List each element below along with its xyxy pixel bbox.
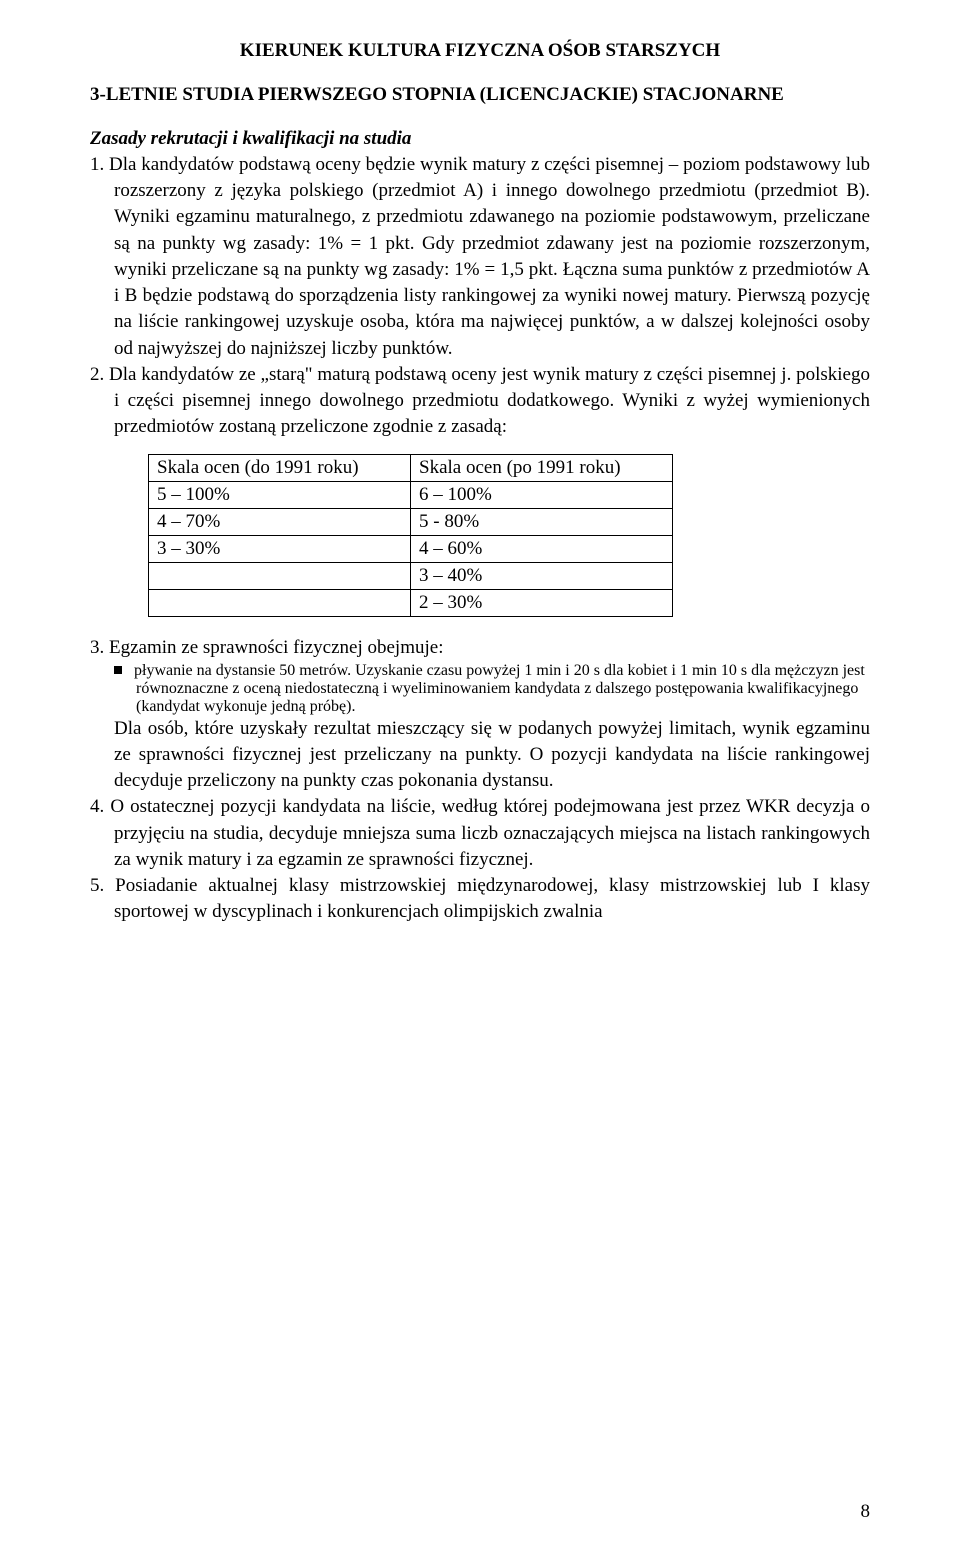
rule-1: 1. Dla kandydatów podstawą oceny będzie … [90,152,870,362]
table-cell: 3 – 30% [149,536,411,563]
table-cell: 4 – 70% [149,509,411,536]
grades-table: Skala ocen (do 1991 roku) Skala ocen (po… [148,454,673,617]
square-bullet-icon [114,666,122,674]
page-number: 8 [861,1501,871,1523]
table-cell [149,563,411,590]
table-cell: 5 – 100% [149,482,411,509]
table-row: 5 – 100% 6 – 100% [149,482,673,509]
intro-heading: Zasady rekrutacji i kwalifikacji na stud… [90,128,870,150]
table-cell: 5 - 80% [411,509,673,536]
rule-3-bullets: pływanie na dystansie 50 metrów. Uzyskan… [114,662,870,716]
rules-list-cont: 3. Egzamin ze sprawności fizycznej obejm… [90,635,870,661]
page-title: KIERUNEK KULTURA FIZYCZNA OŚOB STARSZYCH [90,40,870,62]
grades-table-wrap: Skala ocen (do 1991 roku) Skala ocen (po… [148,454,870,617]
table-header-a: Skala ocen (do 1991 roku) [149,455,411,482]
bullet-text: pływanie na dystansie 50 metrów. Uzyskan… [134,662,865,715]
page-subtitle: 3-LETNIE STUDIA PIERWSZEGO STOPNIA (LICE… [90,84,870,106]
table-cell [149,590,411,617]
rule-5: 5. Posiadanie aktualnej klasy mistrzowsk… [90,873,870,925]
table-row: 3 – 30% 4 – 60% [149,536,673,563]
table-header-b: Skala ocen (po 1991 roku) [411,455,673,482]
table-row: 4 – 70% 5 - 80% [149,509,673,536]
table-row: 2 – 30% [149,590,673,617]
rule-3-tail: Dla osób, które uzyskały rezultat mieszc… [90,716,870,795]
page: KIERUNEK KULTURA FIZYCZNA OŚOB STARSZYCH… [0,0,960,1547]
table-header-row: Skala ocen (do 1991 roku) Skala ocen (po… [149,455,673,482]
table-cell: 4 – 60% [411,536,673,563]
table-cell: 6 – 100% [411,482,673,509]
rule-4: 4. O ostatecznej pozycji kandydata na li… [90,794,870,873]
rules-list: 1. Dla kandydatów podstawą oceny będzie … [90,152,870,440]
rule-3-lead: 3. Egzamin ze sprawności fizycznej obejm… [90,635,870,661]
rule-2: 2. Dla kandydatów ze „starą" maturą pods… [90,362,870,441]
table-cell: 2 – 30% [411,590,673,617]
rules-list-tail: Dla osób, które uzyskały rezultat mieszc… [90,716,870,926]
table-cell: 3 – 40% [411,563,673,590]
bullet-item: pływanie na dystansie 50 metrów. Uzyskan… [114,662,870,716]
table-row: 3 – 40% [149,563,673,590]
